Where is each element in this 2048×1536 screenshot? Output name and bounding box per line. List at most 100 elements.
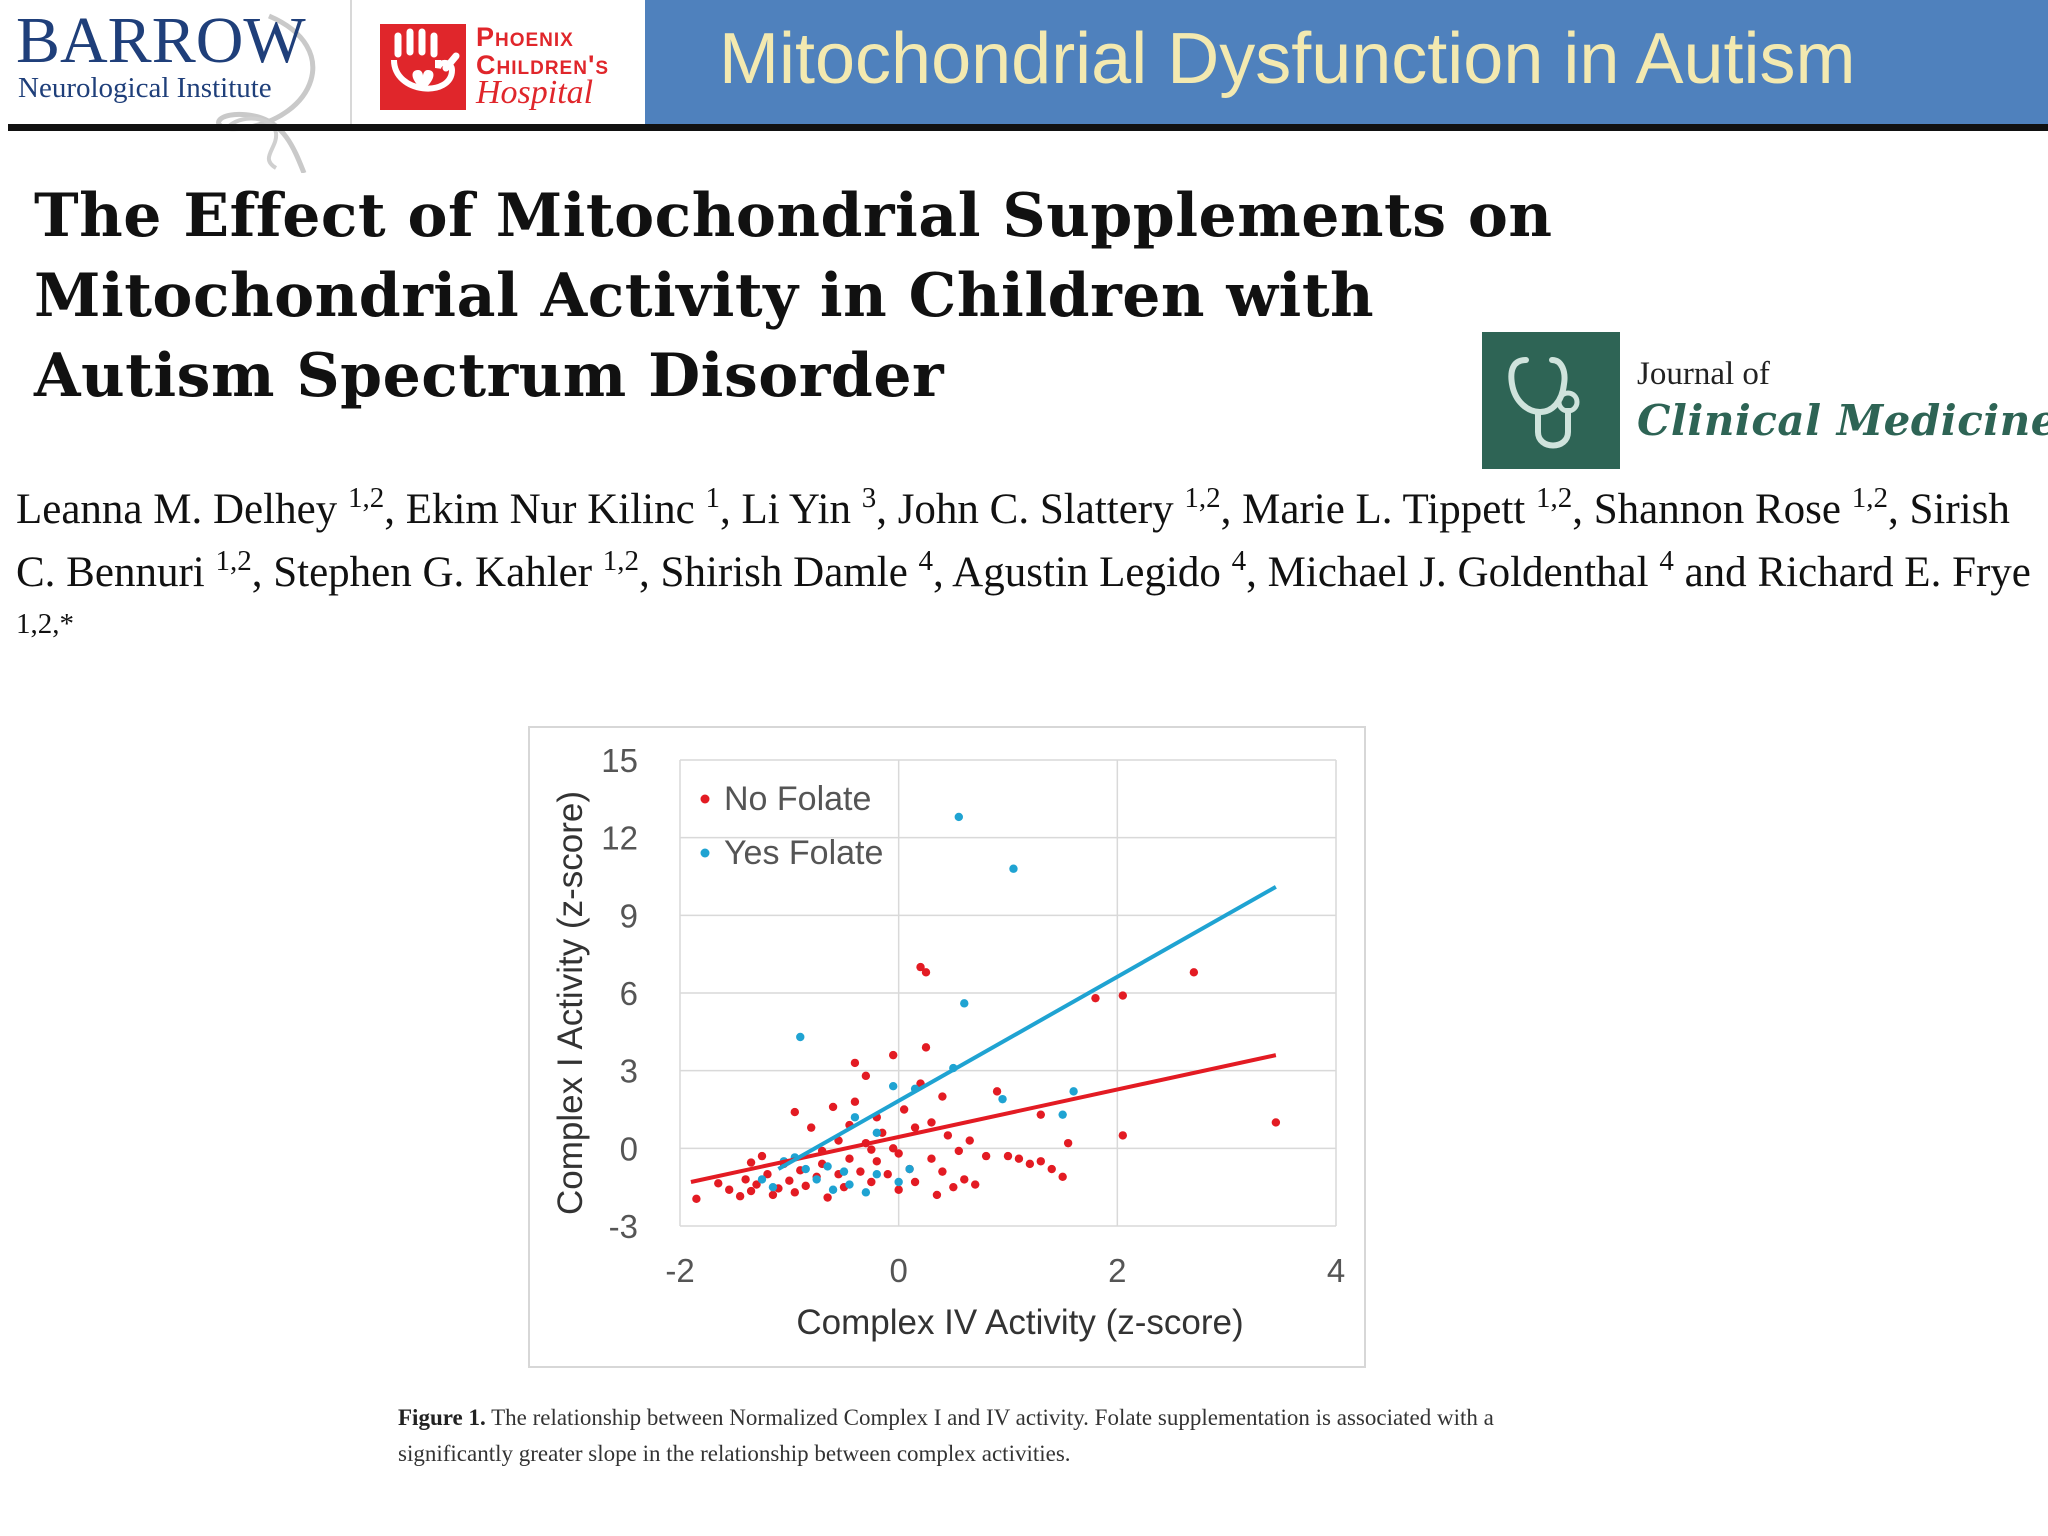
logo-divider [350, 0, 352, 128]
data-point [790, 1188, 799, 1197]
data-point [910, 1123, 920, 1132]
barrow-subtitle: Neurological Institute [18, 72, 272, 104]
journal-name-line1: Journal of [1637, 356, 1770, 392]
figure-caption: Figure 1. The relationship between Norma… [398, 1400, 1518, 1472]
data-point [735, 1192, 745, 1201]
data-point [889, 1144, 898, 1153]
slide-header: BARROW Neurological Institute Phoenix Ch… [0, 0, 2048, 173]
data-point [823, 1193, 832, 1202]
data-point [828, 1185, 838, 1194]
data-point [845, 1180, 854, 1189]
data-point [894, 1185, 903, 1194]
slide-title: Mitochondrial Dysfunction in Autism [719, 19, 1856, 99]
x-axis-label: Complex IV Activity (z-score) [796, 1303, 1243, 1342]
author-separator: , [1887, 486, 1910, 533]
scatter-chart: -3 0 3 6 9 12 15 -2 0 2 4 Complex IV Activity (z-sc… [551, 742, 1345, 1342]
data-point [714, 1179, 723, 1188]
trendline [690, 1053, 1277, 1184]
data-point [965, 1136, 974, 1145]
data-point [801, 1181, 810, 1191]
author-affiliation: 4 [1659, 545, 1674, 577]
data-point [889, 1050, 898, 1060]
data-point [785, 1176, 794, 1185]
data-point [949, 1182, 958, 1192]
y-tick-label: 3 [620, 1053, 638, 1090]
y-tick-label: 9 [620, 897, 638, 934]
data-point [746, 1186, 756, 1196]
data-point [894, 1177, 903, 1187]
author-name: Stephen G. Kahler [273, 549, 603, 596]
data-point [927, 1154, 936, 1163]
y-axis-label: Complex I Activity (z-score) [551, 791, 590, 1215]
header-rule [8, 124, 2048, 131]
data-point [823, 1162, 832, 1171]
author-affiliation: 1,2,* [16, 608, 74, 640]
phoenix-childrens-logo: Phoenix Children's Hospital [380, 18, 640, 118]
data-point [938, 1092, 947, 1101]
author-list: Leanna M. Delhey 1,2, Ekim Nur Kilinc 1,… [16, 478, 2046, 667]
data-point [894, 1149, 903, 1158]
data-point [850, 1058, 860, 1068]
y-tick-label: 12 [601, 820, 638, 857]
x-tick-label: -2 [665, 1252, 694, 1289]
data-point [807, 1123, 816, 1132]
legend-label: No Folate [724, 780, 871, 818]
x-tick-label: 2 [1108, 1252, 1126, 1289]
data-point [910, 1177, 920, 1187]
data-point [845, 1154, 854, 1163]
barrow-name: BARROW [16, 4, 306, 77]
y-tick-label: 15 [601, 742, 638, 779]
data-point [757, 1175, 767, 1184]
trendline [777, 885, 1277, 1171]
caption-text: The relationship between Normalized Comp… [398, 1405, 1494, 1466]
author-affiliation: 4 [918, 545, 934, 577]
data-point [1058, 1110, 1067, 1119]
data-point [905, 1164, 914, 1174]
author-separator: , [1572, 486, 1594, 533]
author-name: Ekim Nur Kilinc [405, 486, 706, 533]
data-point [801, 1164, 810, 1174]
data-point [834, 1136, 843, 1145]
data-point [943, 1131, 953, 1140]
data-point [921, 968, 931, 977]
data-point [867, 1177, 876, 1187]
legend-marker [700, 794, 710, 804]
data-point [916, 962, 925, 972]
figure-frame: -3 0 3 6 9 12 15 -2 0 2 4 Complex IV Activity (z-sc… [528, 726, 1366, 1368]
data-point [1118, 1131, 1127, 1140]
author-affiliation: 1,2 [602, 545, 640, 577]
data-point [1189, 968, 1199, 977]
author-affiliation: 4 [1231, 545, 1247, 577]
caption-label: Figure 1. [398, 1405, 486, 1430]
data-point [1025, 1159, 1035, 1169]
author-separator: , [384, 486, 406, 533]
data-point [1118, 991, 1127, 1000]
x-tick-label: 0 [889, 1252, 907, 1289]
data-point [981, 1151, 991, 1161]
journal-logo-box [1482, 332, 1620, 469]
data-point [1036, 1110, 1045, 1119]
data-point [1271, 1118, 1281, 1127]
author-name: Shannon Rose [1593, 486, 1852, 533]
data-point [725, 1185, 734, 1194]
data-point [872, 1170, 881, 1179]
data-point [960, 999, 969, 1008]
author-name: Li Yin [741, 486, 862, 533]
author-name: Agustin Legido [952, 549, 1232, 596]
data-point [861, 1188, 871, 1197]
data-point [867, 1145, 876, 1154]
data-point [1091, 993, 1100, 1003]
data-point [932, 1190, 942, 1200]
author-name: Marie L. Tippett [1242, 486, 1536, 533]
author-affiliation: 1,2 [1535, 482, 1573, 514]
data-point [741, 1175, 750, 1184]
data-point [872, 1157, 881, 1166]
y-tick-label: 6 [620, 975, 638, 1012]
journal-name-line2: Clinical Medicine [1637, 396, 2048, 445]
author-separator: and [1673, 549, 1758, 596]
author-affiliation: 1 [705, 482, 720, 514]
barrow-logo: BARROW Neurological Institute [14, 4, 334, 173]
data-point [768, 1190, 778, 1200]
author-name: Michael J. Goldenthal [1267, 549, 1660, 596]
data-point [692, 1194, 701, 1204]
